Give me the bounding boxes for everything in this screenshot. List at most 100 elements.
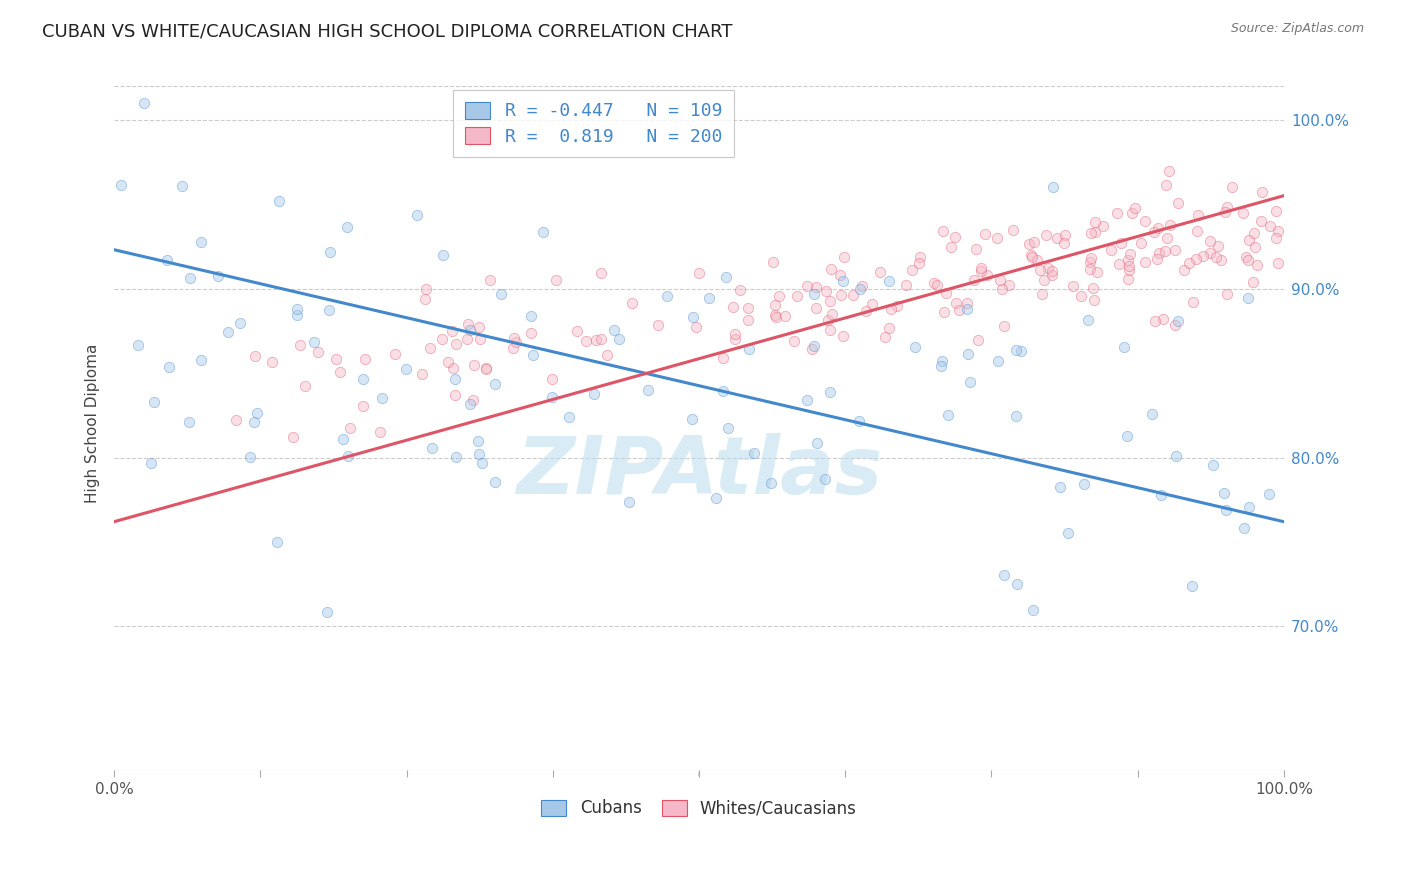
Point	[489, 287, 512, 301]
Point	[420, 441, 443, 455]
Point	[762, 255, 785, 269]
Point	[814, 472, 837, 486]
Point	[848, 414, 870, 428]
Point	[988, 273, 1011, 287]
Point	[441, 324, 464, 338]
Point	[1173, 263, 1195, 277]
Point	[820, 261, 842, 276]
Point	[773, 309, 796, 323]
Point	[1021, 250, 1043, 264]
Point	[1153, 244, 1175, 258]
Point	[965, 243, 987, 257]
Point	[931, 353, 953, 368]
Point	[1152, 311, 1174, 326]
Point	[1005, 409, 1028, 423]
Point	[1084, 215, 1107, 229]
Point	[575, 334, 598, 349]
Point	[1005, 343, 1028, 357]
Text: Source: ZipAtlas.com: Source: ZipAtlas.com	[1230, 22, 1364, 36]
Point	[1241, 275, 1264, 289]
Point	[943, 230, 966, 244]
Point	[818, 323, 841, 337]
Point	[908, 255, 931, 269]
Point	[681, 411, 703, 425]
Point	[484, 475, 506, 489]
Point	[828, 268, 851, 282]
Point	[1099, 243, 1122, 257]
Point	[318, 303, 340, 318]
Point	[682, 310, 704, 324]
Point	[1077, 313, 1099, 327]
Point	[803, 287, 825, 301]
Point	[880, 302, 903, 317]
Point	[1198, 245, 1220, 260]
Point	[1080, 226, 1102, 240]
Point	[1250, 185, 1272, 199]
Point	[262, 355, 284, 369]
Text: CUBAN VS WHITE/CAUCASIAN HIGH SCHOOL DIPLOMA CORRELATION CHART: CUBAN VS WHITE/CAUCASIAN HIGH SCHOOL DIP…	[42, 22, 733, 40]
Point	[1265, 203, 1288, 218]
Point	[1199, 234, 1222, 248]
Point	[339, 421, 361, 435]
Point	[1057, 526, 1080, 541]
Point	[801, 342, 824, 356]
Point	[948, 302, 970, 317]
Point	[993, 319, 1015, 334]
Point	[461, 393, 484, 408]
Point	[1112, 340, 1135, 354]
Point	[558, 409, 581, 424]
Point	[460, 323, 482, 337]
Point	[143, 395, 166, 409]
Point	[384, 347, 406, 361]
Point	[502, 341, 524, 355]
Point	[457, 317, 479, 331]
Point	[475, 362, 498, 376]
Point	[1040, 268, 1063, 282]
Point	[1119, 247, 1142, 261]
Point	[1083, 281, 1105, 295]
Point	[413, 292, 436, 306]
Point	[688, 266, 710, 280]
Point	[742, 445, 765, 459]
Point	[1237, 233, 1260, 247]
Point	[468, 320, 491, 334]
Point	[419, 341, 441, 355]
Point	[877, 320, 900, 334]
Point	[520, 326, 543, 340]
Point	[290, 337, 312, 351]
Point	[463, 358, 485, 372]
Point	[1187, 208, 1209, 222]
Point	[956, 296, 979, 310]
Point	[468, 447, 491, 461]
Point	[1257, 487, 1279, 501]
Point	[956, 302, 979, 317]
Point	[406, 208, 429, 222]
Point	[1116, 272, 1139, 286]
Point	[796, 392, 818, 407]
Point	[1146, 252, 1168, 267]
Point	[127, 338, 149, 352]
Point	[763, 298, 786, 312]
Point	[711, 384, 734, 398]
Point	[484, 376, 506, 391]
Point	[217, 325, 239, 339]
Point	[851, 279, 873, 293]
Point	[368, 425, 391, 439]
Point	[935, 286, 957, 301]
Point	[1046, 230, 1069, 244]
Point	[1021, 602, 1043, 616]
Point	[655, 289, 678, 303]
Point	[444, 450, 467, 465]
Point	[869, 265, 891, 279]
Point	[815, 284, 838, 298]
Point	[1052, 235, 1074, 250]
Point	[1073, 476, 1095, 491]
Point	[285, 301, 308, 316]
Point	[1205, 250, 1227, 264]
Point	[1185, 224, 1208, 238]
Point	[1150, 488, 1173, 502]
Point	[998, 278, 1021, 293]
Point	[637, 383, 659, 397]
Point	[1109, 235, 1132, 250]
Point	[925, 277, 948, 292]
